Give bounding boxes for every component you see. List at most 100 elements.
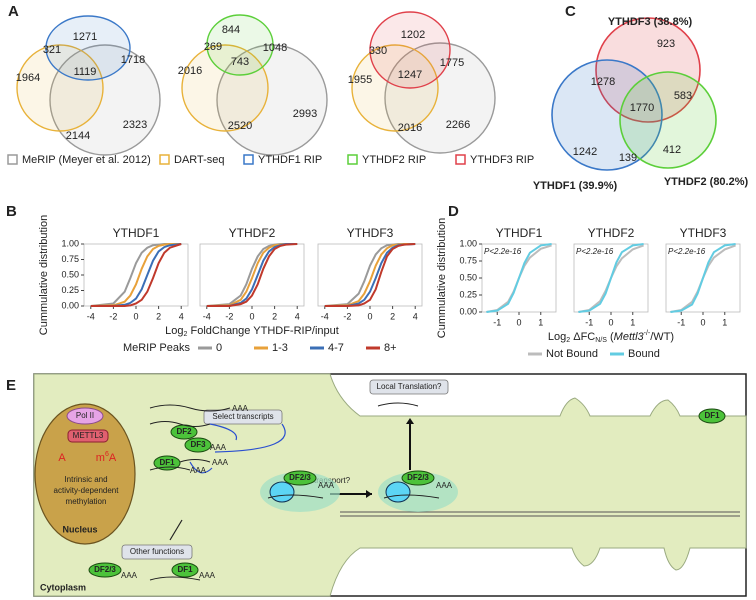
reader-shape [184,437,212,453]
annotation: P<2.2e-16 [576,247,614,256]
text-part: m [96,452,105,464]
set-label: YTHDF1 (39.9%) [533,180,618,192]
x-tick-label: 0 [516,317,521,327]
y-tick-label: 0.25 [459,289,477,299]
venn-count: 583 [674,90,692,102]
y-tick-label: 0.75 [459,255,477,265]
x-tick-label: 2 [390,311,395,321]
legend-label: 1-3 [272,342,288,354]
polya-tail: AAA [318,481,335,490]
box-label: Other functions [130,547,184,556]
legend-label: 8+ [384,342,397,354]
series-line [90,243,182,307]
venn-count: 139 [619,152,637,164]
venn-circle [384,42,496,154]
reader-shape [88,562,122,578]
legend-label: YTHDF3 RIP [470,154,534,166]
pol-label: Pol II [76,411,94,420]
panel-letter: C [565,3,576,20]
y-tick-label: 1.00 [459,238,477,248]
x-tick-label: 0 [367,311,372,321]
legend-label: 4-7 [328,342,344,354]
venn-circle [45,15,131,81]
venn-circle [619,71,717,169]
series-line [90,243,182,307]
x-tick-label: 2 [156,311,161,321]
x-tick-label: -2 [225,311,233,321]
reader-label: DF1 [159,458,175,467]
legend-swatch [347,154,358,165]
reader-label: DF2/3 [407,473,429,482]
venn-count: 269 [204,41,222,53]
text-part: 2 [184,331,188,338]
reader-label: DF1 [704,411,720,420]
chart-title: YTHDF3 [347,226,394,240]
x-tick-label: -2 [343,311,351,321]
text-part: ΔFC [570,331,595,343]
venn-count: 1048 [263,42,287,54]
x-tick-label: 4 [413,311,418,321]
x-tick-label: -1 [585,317,593,327]
venn-circle [16,44,104,132]
venn-count: 1775 [440,57,464,69]
arrow [214,423,286,453]
legend-label: YTHDF2 RIP [362,154,426,166]
text-part: -/- [644,330,651,337]
venn-count: 321 [43,44,61,56]
polya-tail: AAA [232,404,249,413]
text-part: Log [548,331,566,343]
box-label: Local Translation? [377,382,442,391]
cytoplasm-label: Cytoplasm [40,582,86,592]
x-tick-label: 0 [608,317,613,327]
methylation-text: Intrinsic and [64,475,107,484]
series-line [90,243,182,307]
arrowhead [366,490,372,498]
text-part: ( [607,331,614,343]
legend-swatch [243,154,254,165]
series-line [486,243,552,313]
mrna [149,421,211,427]
annotation: P<2.2e-16 [484,247,522,256]
venn-count: 2144 [66,130,90,142]
x-tick-label: 4 [179,311,184,321]
ribosome [385,481,411,503]
set-label: YTHDF2 (80.2%) [664,176,749,188]
venn-count: 1770 [630,102,654,114]
x-tick-label: -2 [109,311,117,321]
polya-tail: AAA [190,466,207,475]
venn-circle [206,14,274,76]
y-axis-label: Cummulative distribution [38,215,50,335]
panel-letter: E [6,377,16,394]
series-line [324,243,416,307]
nucleus-shape [34,403,136,545]
series-line [324,243,416,307]
chart-title: YTHDF3 [680,226,727,240]
reader-label: DF2/3 [289,473,311,482]
x-tick-label: -4 [87,311,95,321]
y-tick-label: 0.50 [61,269,79,279]
panel-letter: D [448,203,459,220]
arrow [189,461,213,474]
legend-swatch [159,154,170,165]
venn-count: 412 [663,144,681,156]
venn-circle [595,17,701,123]
y-tick-label: 0.50 [459,272,477,282]
mrna [149,576,201,581]
legend-swatch [7,154,18,165]
chart-title: YTHDF1 [113,226,160,240]
series-line [670,243,736,313]
reader-label: DF2 [176,427,192,436]
venn-count: 2016 [398,122,422,134]
text-part: Log [165,325,183,337]
polya-tail: AAA [199,571,216,580]
series-line [578,243,644,313]
reader-shapes [88,408,726,578]
polya-tail: AAA [436,481,453,490]
legend-label: Bound [628,348,660,360]
reader-label: DF1 [177,565,193,574]
panel-e: Pol II METTL3 A m6A Intrinsic and activi… [33,373,747,597]
x-tick-label: -1 [677,317,685,327]
x-tick-label: 1 [538,317,543,327]
venn-count: 330 [369,45,387,57]
